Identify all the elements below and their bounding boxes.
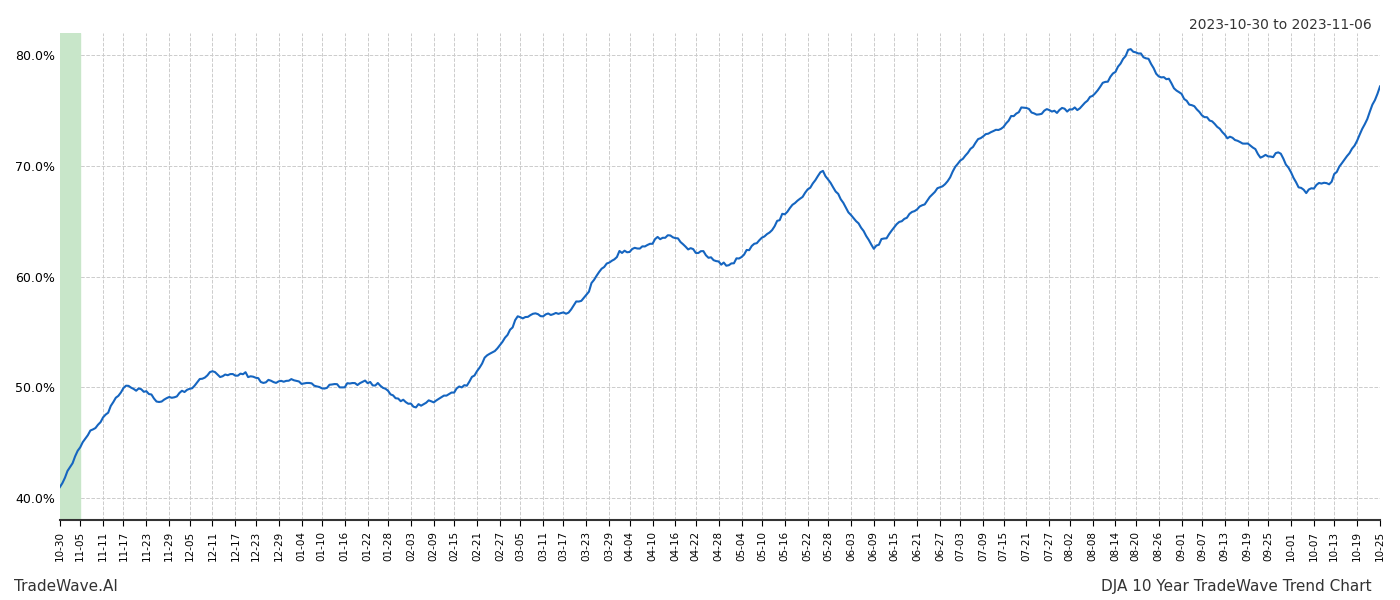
Bar — [60, 33, 80, 520]
Text: TradeWave.AI: TradeWave.AI — [14, 579, 118, 594]
Text: 2023-10-30 to 2023-11-06: 2023-10-30 to 2023-11-06 — [1189, 18, 1372, 32]
Text: DJA 10 Year TradeWave Trend Chart: DJA 10 Year TradeWave Trend Chart — [1102, 579, 1372, 594]
